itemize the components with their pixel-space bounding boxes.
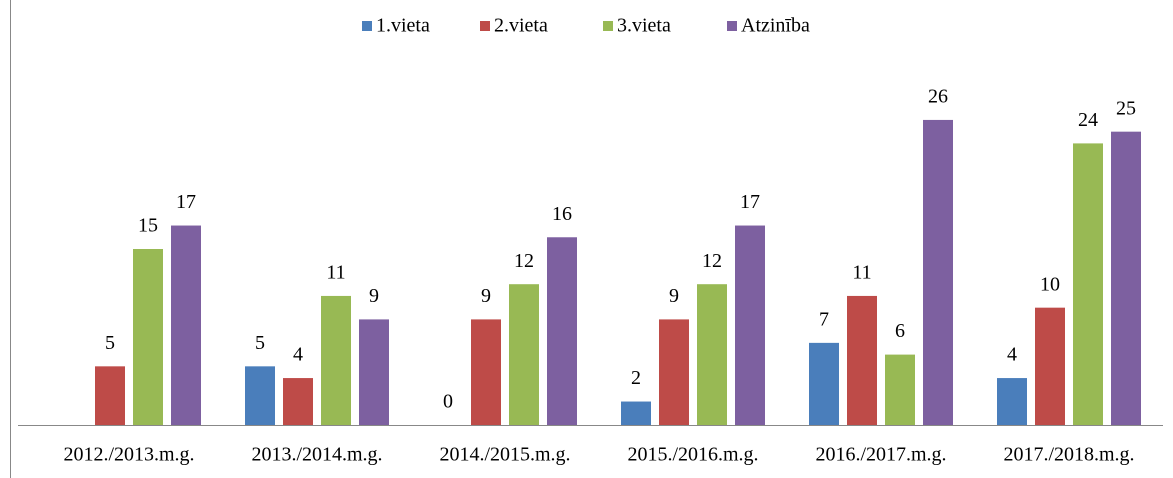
data-label: 9 xyxy=(369,285,379,307)
bar xyxy=(95,366,125,425)
bar xyxy=(321,295,351,425)
legend-swatch xyxy=(727,21,737,31)
bar xyxy=(923,119,953,425)
data-label: 0 xyxy=(443,391,453,413)
x-tick-label: 2016./2017.m.g. xyxy=(815,444,946,466)
bar xyxy=(735,225,765,425)
bar xyxy=(809,342,839,425)
data-label: 25 xyxy=(1116,97,1136,119)
data-label: 4 xyxy=(1007,344,1017,366)
data-label: 10 xyxy=(1040,273,1060,295)
bar xyxy=(133,249,163,425)
x-tick-label: 2017./2018.m.g. xyxy=(1003,444,1134,466)
data-label: 11 xyxy=(852,262,871,284)
legend-label: 1.vieta xyxy=(376,15,430,37)
data-label: 12 xyxy=(702,250,722,272)
legend-label: Atzinība xyxy=(741,15,810,37)
bar xyxy=(1073,143,1103,425)
data-label: 9 xyxy=(669,285,679,307)
bar xyxy=(547,237,577,425)
legend-swatch xyxy=(603,21,613,31)
legend-label: 3.vieta xyxy=(617,15,671,37)
bar xyxy=(847,295,877,425)
data-label: 12 xyxy=(514,250,534,272)
bar xyxy=(885,354,915,425)
data-label: 16 xyxy=(552,203,572,225)
data-label: 7 xyxy=(819,308,829,330)
bar xyxy=(1035,307,1065,425)
legend-label: 2.vieta xyxy=(494,15,548,37)
bar xyxy=(171,225,201,425)
x-tick-label: 2014./2015.m.g. xyxy=(439,444,570,466)
data-label: 11 xyxy=(326,262,345,284)
bar xyxy=(283,378,313,425)
data-label: 15 xyxy=(138,215,158,237)
bar xyxy=(359,319,389,425)
legend-swatch xyxy=(480,21,490,31)
x-tick-label: 2015./2016.m.g. xyxy=(627,444,758,466)
legend-swatch xyxy=(362,21,372,31)
data-label: 17 xyxy=(740,191,760,213)
bar xyxy=(997,378,1027,425)
x-tick-label: 2013./2014.m.g. xyxy=(251,444,382,466)
data-label: 4 xyxy=(293,344,303,366)
bar xyxy=(697,284,727,425)
data-label: 5 xyxy=(105,332,115,354)
data-label: 26 xyxy=(928,86,948,108)
bar xyxy=(1111,131,1141,425)
data-label: 6 xyxy=(895,320,905,342)
data-label: 9 xyxy=(481,285,491,307)
x-tick-label: 2012./2013.m.g. xyxy=(63,444,194,466)
data-label: 24 xyxy=(1078,109,1098,131)
bar xyxy=(509,284,539,425)
data-label: 2 xyxy=(631,367,641,389)
data-label: 17 xyxy=(176,191,196,213)
data-label: 5 xyxy=(255,332,265,354)
bar xyxy=(621,401,651,425)
bar xyxy=(245,366,275,425)
bar xyxy=(659,319,689,425)
bar xyxy=(471,319,501,425)
